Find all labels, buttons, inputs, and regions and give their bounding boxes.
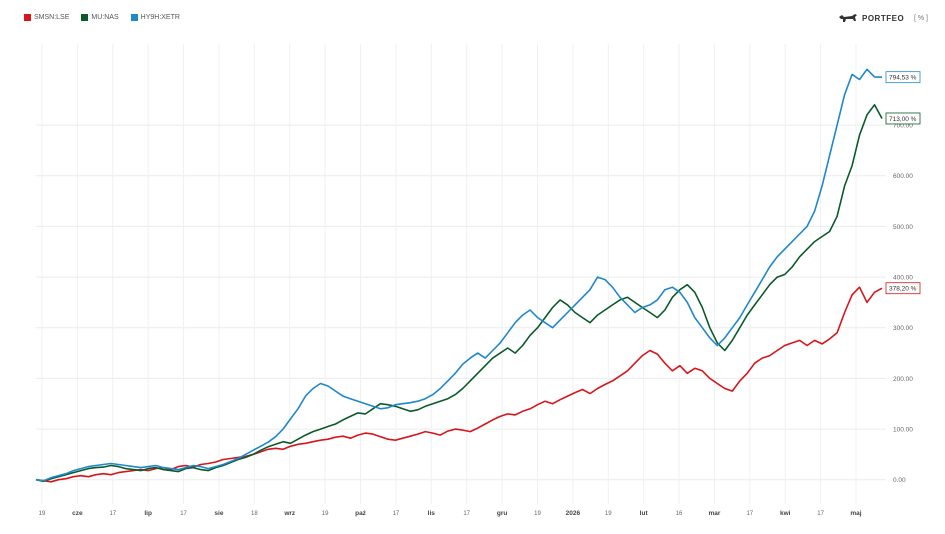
x-tick-label: 19 xyxy=(534,511,541,517)
x-tick-label: paź xyxy=(355,510,367,517)
x-tick-label: cze xyxy=(72,510,83,517)
x-tick-label: 17 xyxy=(180,511,187,517)
legend-item-mu[interactable]: MU:NAS xyxy=(81,14,119,21)
end-label-hy9h-xetr: 794,53 % xyxy=(885,71,921,84)
x-tick-label: 17 xyxy=(463,511,470,517)
x-tick-label: 17 xyxy=(746,511,753,517)
legend: SMSN:LSE MU:NAS HY9H:XETR xyxy=(24,14,180,21)
y-tick-label: 300.00 xyxy=(893,325,913,332)
x-tick-label: lis xyxy=(428,510,436,517)
legend-swatch-mu xyxy=(81,14,89,21)
x-tick-label: 18 xyxy=(251,511,258,517)
x-tick-label: sie xyxy=(214,510,223,517)
bull-icon xyxy=(839,14,857,22)
unit-label: [ % ] xyxy=(914,15,929,22)
legend-label-mu: MU:NAS xyxy=(91,14,119,21)
x-tick-label: wrz xyxy=(283,510,296,517)
end-label-box xyxy=(885,282,921,295)
x-tick-label: lut xyxy=(640,510,649,517)
end-label-mu-nas: 713,00 % xyxy=(885,112,921,125)
legend-swatch-hy9h xyxy=(130,14,138,21)
y-tick-label: 0.00 xyxy=(893,477,906,484)
y-tick-label: 500.00 xyxy=(893,224,913,231)
x-tick-label: 17 xyxy=(393,511,400,517)
x-tick-label: 17 xyxy=(817,511,824,517)
legend-label-hy9h: HY9H:XETR xyxy=(140,14,180,21)
y-tick-label: 400.00 xyxy=(893,275,913,282)
end-label-smsn-lse: 378,20 % xyxy=(885,282,921,295)
y-tick-label: 200.00 xyxy=(893,376,913,383)
x-tick-label: maj xyxy=(850,510,861,517)
x-tick-label: mar xyxy=(708,510,720,517)
end-label-box xyxy=(885,71,921,84)
y-axis-ticks: 0.00 100.00 200.00 300.00 400.00 500.00 600.00… xyxy=(893,123,913,485)
end-label-text: 794,53 % xyxy=(889,74,917,81)
legend-item-smsn[interactable]: SMSN:LSE xyxy=(24,14,69,21)
y-tick-label: 100.00 xyxy=(893,427,913,434)
x-tick-label: 16 xyxy=(676,511,683,517)
x-tick-label: gru xyxy=(497,510,508,517)
legend-label-smsn: SMSN:LSE xyxy=(34,14,70,21)
series-line-smsn-lse xyxy=(35,286,883,483)
end-label-text: 713,00 % xyxy=(889,116,917,123)
chart-series xyxy=(35,68,883,483)
x-tick-label: lip xyxy=(144,510,152,517)
end-value-labels: 378,20 % 713,00 % 794,53 % xyxy=(885,71,921,295)
x-tick-label: 19 xyxy=(39,511,46,517)
brand-name: PORTFEO xyxy=(862,14,905,23)
legend-item-hy9h[interactable]: HY9H:XETR xyxy=(130,14,180,21)
series-line-mu-nas xyxy=(35,104,883,483)
x-axis-ticks: 19 cze 17 lip 17 sie 18 wrz 19 paź 17 lis 17 gru 19 202… xyxy=(39,510,862,517)
y-tick-label: 600.00 xyxy=(893,173,913,180)
y-tick-label: 700.00 xyxy=(893,123,913,130)
legend-swatch-smsn xyxy=(24,14,31,21)
x-tick-label: 19 xyxy=(605,511,612,517)
x-tick-label: 19 xyxy=(322,511,329,517)
chart-gridlines xyxy=(36,44,886,504)
series-line-hy9h-xetr xyxy=(35,68,883,482)
x-tick-label: 2026 xyxy=(566,510,581,517)
end-label-box xyxy=(885,112,921,125)
x-tick-label: 17 xyxy=(109,511,116,517)
end-label-text: 378,20 % xyxy=(889,286,917,293)
brand-logo: PORTFEO xyxy=(838,13,904,24)
x-tick-label: kwi xyxy=(780,510,791,517)
